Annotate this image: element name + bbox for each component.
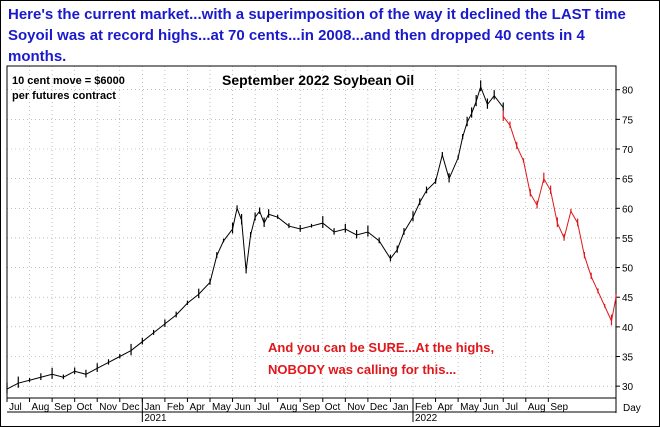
x-tick-label: Dec <box>122 402 140 413</box>
x-tick-label: Oct <box>77 402 93 413</box>
x-tick-label: Sep <box>54 402 72 413</box>
x-tick-label: Feb <box>167 402 185 413</box>
y-tick-label: 35 <box>622 353 634 364</box>
y-tick-label: 60 <box>622 204 634 215</box>
year-label: 2022 <box>415 413 438 424</box>
x-tick-label: Aug <box>528 402 546 413</box>
y-tick-label: 65 <box>622 175 634 186</box>
x-tick-label: Nov <box>99 402 117 413</box>
y-tick-label: 50 <box>622 264 634 275</box>
x-tick-label: Feb <box>415 402 433 413</box>
x-tick-label: Jan <box>392 402 408 413</box>
contract-note: 10 cent move = $6000 per futures contrac… <box>12 74 125 104</box>
x-tick-label: Jun <box>235 402 251 413</box>
y-tick-label: 30 <box>622 382 634 393</box>
x-tick-label: Jul <box>505 402 518 413</box>
x-axis-label: Day <box>623 403 641 414</box>
contract-note-line-1: 10 cent move = $6000 <box>12 75 125 87</box>
x-tick-label: Aug <box>280 402 298 413</box>
x-tick-label: May <box>460 402 479 413</box>
contract-note-line-2: per futures contract <box>12 90 116 102</box>
x-tick-label: Sep <box>302 402 320 413</box>
x-tick-label: Dec <box>370 402 388 413</box>
x-axis: Jul Aug Sep Oct Nov Dec Jan Feb Apr May Jun Jul Aug S… <box>6 398 616 424</box>
x-tick-label: Jul <box>9 402 22 413</box>
x-tick-label: Jun <box>483 402 499 413</box>
chart-title: September 2022 Soybean Oil <box>222 72 415 88</box>
y-tick-label: 75 <box>622 115 634 126</box>
y-axis: 30 35 40 45 50 55 60 65 70 75 80 <box>616 86 634 393</box>
series-layer <box>6 80 617 394</box>
y-tick-label: 80 <box>622 86 634 97</box>
y-tick-label: 45 <box>622 293 634 304</box>
x-tick-label: Jul <box>257 402 270 413</box>
y-tick-label: 55 <box>622 234 634 245</box>
x-tick-label: Sep <box>550 402 568 413</box>
grid-layer <box>6 66 616 398</box>
x-tick-label: Oct <box>325 402 341 413</box>
x-tick-label: Nov <box>347 402 365 413</box>
x-tick-label: Aug <box>32 402 50 413</box>
callout-line-1: And you can be SURE...At the highs, <box>268 340 495 355</box>
y-tick-label: 70 <box>622 145 634 156</box>
series-line <box>502 116 617 323</box>
year-label: 2021 <box>144 413 167 424</box>
y-tick-label: 40 <box>622 323 634 334</box>
callout-line-2: NOBODY was calling for this... <box>268 362 457 377</box>
x-tick-label: Apr <box>438 402 454 413</box>
series-line <box>6 85 504 390</box>
callout: And you can be SURE...At the highs, NOBO… <box>268 337 494 381</box>
x-tick-label: Apr <box>189 402 205 413</box>
x-tick-label: Jan <box>144 402 160 413</box>
headline: Here's the current market...with a super… <box>8 6 626 65</box>
x-tick-label: May <box>212 402 231 413</box>
